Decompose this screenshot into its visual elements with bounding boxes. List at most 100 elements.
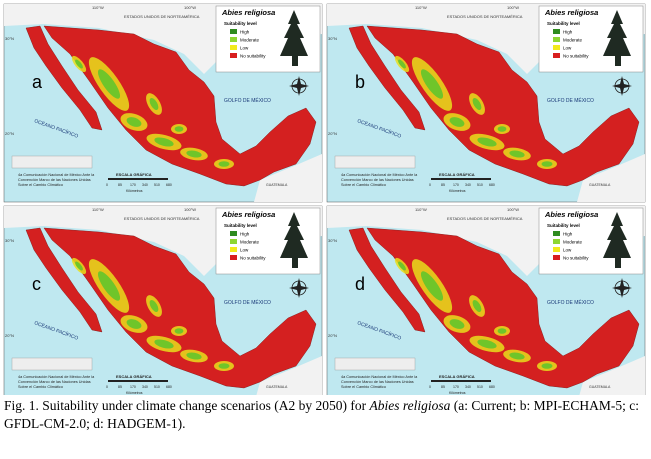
legend-label: Moderate (563, 240, 583, 245)
lon-label: 100°W (507, 5, 519, 10)
mexico-mainland (43, 227, 317, 389)
legend-swatch (553, 231, 560, 236)
scale-tick: 510 (154, 385, 160, 389)
panel-letter: c (32, 274, 41, 294)
scale-tick: 0 (429, 385, 431, 389)
compass-star (289, 76, 309, 96)
scale-tick: 510 (154, 183, 160, 187)
panel-letter: d (355, 274, 365, 294)
legend-swatch (230, 247, 237, 252)
scale-tick: 340 (142, 183, 148, 187)
map-panel: b ESTADOS UNIDOS DE NORTEAMÉRICA GOLFO DE … (326, 3, 646, 203)
suitability-zone (97, 271, 121, 301)
legend-swatch (230, 255, 237, 260)
mexico-mainland (366, 25, 640, 187)
scale-title: ESCALA GRÁFICA (116, 172, 152, 177)
credits-line: Convención Marco de las Naciones Unidas (341, 178, 414, 182)
mexico-mainland (43, 25, 317, 187)
caption: Fig. 1. Suitability under climate change… (4, 397, 647, 433)
scale-title: ESCALA GRÁFICA (439, 374, 475, 379)
guatemala-label: GUATEMALA (266, 385, 288, 389)
suitability-zone (477, 137, 497, 147)
credits-line: Sobre el Cambio Climático (341, 183, 386, 187)
legend-label: No suitability (563, 54, 589, 59)
scale-bar (108, 178, 168, 180)
legend-label: No suitability (240, 54, 266, 59)
compass-star (612, 278, 632, 298)
logos (334, 357, 416, 371)
credits-line: 4a Comunicación Nacional de México Ante … (341, 173, 418, 177)
legend-label: Moderate (563, 38, 583, 43)
legend-swatch (553, 53, 560, 58)
suitability-zone (174, 126, 184, 132)
suitability-zone (398, 59, 406, 69)
scale-tick: 0 (429, 183, 431, 187)
usa-label: ESTADOS UNIDOS DE NORTEAMÉRICA (447, 216, 523, 221)
legend-swatch (553, 239, 560, 244)
lon-label: 100°W (507, 207, 519, 212)
lon-label: 110°W (92, 207, 104, 212)
legend-subtitle: Suitability level (224, 223, 257, 228)
gulf-label: GOLFO DE MÉXICO (547, 97, 594, 104)
scale-tick: 170 (130, 385, 136, 389)
suitability-zone (472, 300, 482, 312)
logos (11, 357, 93, 371)
legend-label: Moderate (240, 240, 260, 245)
guatemala-label: GUATEMALA (589, 385, 611, 389)
scale-tick: 340 (465, 385, 471, 389)
lon-label: 110°W (415, 5, 427, 10)
suitability-zone (126, 319, 142, 329)
suitability-zone (497, 328, 507, 334)
baja-california (348, 227, 426, 333)
legend-label: No suitability (240, 256, 266, 261)
usa-label: ESTADOS UNIDOS DE NORTEAMÉRICA (124, 216, 200, 221)
suitability-zone (174, 328, 184, 334)
scale-bar (108, 380, 168, 382)
scale-tick: 680 (489, 183, 495, 187)
scale-title: ESCALA GRÁFICA (439, 172, 475, 177)
suitability-zone (449, 319, 465, 329)
legend-label: High (240, 30, 250, 35)
legend-swatch (553, 45, 560, 50)
legend-swatch (230, 239, 237, 244)
lon-label: 100°W (184, 5, 196, 10)
legend-subtitle: Suitability level (224, 21, 257, 26)
compass-star (289, 278, 309, 298)
scale-tick: 0 (106, 385, 108, 389)
scale-tick: 85 (441, 385, 445, 389)
central-america (256, 356, 322, 395)
scale-unit: Kilómetros (449, 189, 466, 193)
credits-line: Convención Marco de las Naciones Unidas (18, 380, 91, 384)
lon-label: 110°W (415, 207, 427, 212)
legend-subtitle: Suitability level (547, 223, 580, 228)
legend-label: Low (240, 46, 249, 51)
legend-swatch (230, 231, 237, 236)
legend-title: Abies religiosa (544, 210, 598, 219)
tree-icon (280, 212, 308, 268)
caption-prefix: Fig. 1. Suitability under climate change… (4, 398, 370, 413)
suitability-zone (186, 352, 202, 360)
legend-swatch (230, 45, 237, 50)
legend-label: High (563, 232, 573, 237)
legend-label: High (563, 30, 573, 35)
scale-tick: 510 (477, 385, 483, 389)
tree-icon (603, 212, 631, 268)
suitability-zone (398, 261, 406, 271)
credits-line: Convención Marco de las Naciones Unidas (341, 380, 414, 384)
legend-label: No suitability (563, 256, 589, 261)
scale-tick: 340 (142, 385, 148, 389)
logos (334, 155, 416, 169)
credits-line: 4a Comunicación Nacional de México Ante … (341, 375, 418, 379)
suitability-zone (126, 117, 142, 127)
scale-tick: 680 (166, 385, 172, 389)
suitability-zone (75, 261, 83, 271)
map-panel: c ESTADOS UNIDOS DE NORTEAMÉRICA GOLFO DE … (3, 205, 323, 395)
central-america (577, 154, 645, 202)
suitability-zone (509, 150, 525, 158)
lat-label: 30°N (5, 36, 14, 41)
suitability-zone (154, 339, 174, 349)
figure-maps: a ESTADOS UNIDOS DE NORTEAMÉRICA GOLFO DE … (3, 3, 646, 395)
caption-species: Abies religiosa (369, 398, 451, 413)
legend-swatch (230, 53, 237, 58)
